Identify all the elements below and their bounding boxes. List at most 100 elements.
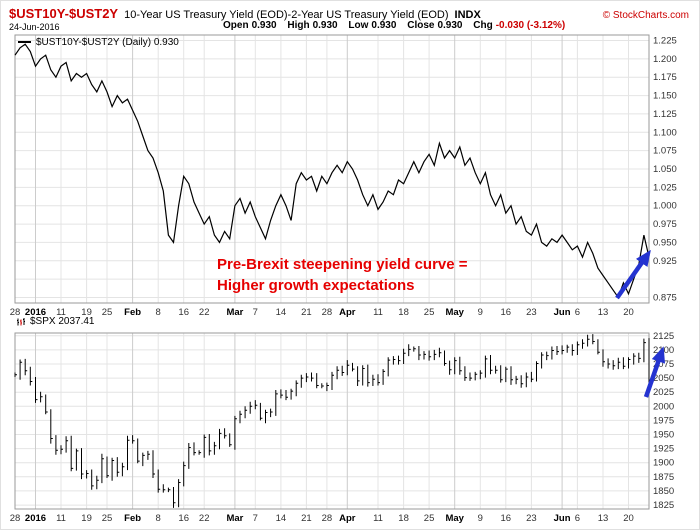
axis-labels: 28 2016 11 19 25 Feb 8 16 22 Mar 7 14 21 28 Apr 11 18 25 M… xyxy=(10,36,677,319)
x-axis-label: 2016 xyxy=(25,513,46,524)
x-axis-label: 23 xyxy=(526,513,537,524)
y-axis-label: 2075 xyxy=(653,359,674,370)
y-axis-label: 2000 xyxy=(653,401,674,412)
axis-labels: 28 2016 11 19 25 Feb 8 16 22 Mar 7 14 21 28 Apr 11 18 25 M… xyxy=(10,331,674,524)
x-axis-label: Mar xyxy=(226,513,243,524)
x-axis-label: 9 xyxy=(478,513,483,524)
x-axis-label: 18 xyxy=(398,307,409,318)
y-axis-label: 0.875 xyxy=(653,293,677,304)
plot-border xyxy=(14,332,650,510)
x-axis-label: 28 xyxy=(322,513,333,524)
chg-value: -0.030 (-3.12%) xyxy=(495,20,566,31)
annotation-text: Pre-Brexit steepening yield curve = High… xyxy=(217,254,468,296)
spread-legend-text: $UST10Y-$UST2Y (Daily) 0.930 xyxy=(36,37,179,48)
chg-label: Chg xyxy=(473,20,493,31)
open-label: Open xyxy=(223,20,249,31)
x-axis-label: 13 xyxy=(598,307,609,318)
x-axis-label: May xyxy=(445,513,464,524)
x-axis-label: 11 xyxy=(56,307,66,318)
x-axis-label: 8 xyxy=(156,513,161,524)
x-axis-label: 22 xyxy=(199,307,210,318)
x-axis-label: Jun xyxy=(554,513,571,524)
y-axis-label: 1850 xyxy=(653,486,674,497)
y-axis-label: 1825 xyxy=(653,500,674,511)
open-value: 0.930 xyxy=(251,20,277,31)
x-axis-label: Jun xyxy=(554,307,571,318)
quote-bar: Open 0.930 High 0.930 Low 0.930 Close 0.930 … xyxy=(223,20,573,31)
spread-legend: $UST10Y-$UST2Y (Daily) 0.930 xyxy=(18,37,179,48)
low-value: 0.930 xyxy=(371,20,397,31)
x-axis-label: 19 xyxy=(81,307,92,318)
spread-chart-svg: 28 2016 11 19 25 Feb 8 16 22 Mar 7 14 21 28 Apr 11 18 25 M… xyxy=(10,34,677,319)
x-axis-label: 16 xyxy=(501,307,512,318)
x-axis-label: 11 xyxy=(56,513,66,524)
y-axis-label: 1.000 xyxy=(653,201,677,212)
gridlines xyxy=(14,333,649,509)
y-axis-label: 0.950 xyxy=(653,237,677,248)
x-axis-label: 22 xyxy=(199,513,210,524)
y-axis-label: 1.175 xyxy=(653,72,677,83)
x-axis-label: 14 xyxy=(276,513,287,524)
y-axis-label: 1.225 xyxy=(653,36,677,47)
y-axis-label: 1.050 xyxy=(653,164,677,175)
y-axis-label: 1925 xyxy=(653,444,674,455)
x-axis-label: 21 xyxy=(301,307,312,318)
spx-bar-series xyxy=(14,334,651,508)
x-axis-label: 25 xyxy=(424,307,435,318)
y-axis-label: 1.200 xyxy=(653,54,677,65)
x-axis-label: 28 xyxy=(10,307,21,318)
x-axis-label: 19 xyxy=(81,513,92,524)
spx-chart-svg: 28 2016 11 19 25 Feb 8 16 22 Mar 7 14 21 28 Apr 11 18 25 M… xyxy=(10,331,674,524)
y-axis-label: 0.925 xyxy=(653,256,677,267)
y-axis-label: 1950 xyxy=(653,430,674,441)
x-axis-label: Mar xyxy=(226,307,243,318)
y-axis-label: 1.125 xyxy=(653,109,677,120)
y-axis-label: 1875 xyxy=(653,472,674,483)
line-swatch-icon xyxy=(18,41,31,44)
chart-header: $UST10Y-$UST2Y 10-Year US Treasury Yield… xyxy=(9,6,689,21)
x-axis-label: 21 xyxy=(301,513,312,524)
x-axis-label: 7 xyxy=(253,307,258,318)
x-axis-label: 2016 xyxy=(25,307,46,318)
exchange-label: INDX xyxy=(454,9,481,21)
x-axis-label: 20 xyxy=(623,513,634,524)
y-axis-label: 2100 xyxy=(653,345,674,356)
chart-title: 10-Year US Treasury Yield (EOD)-2-Year U… xyxy=(124,9,449,21)
x-axis-label: 6 xyxy=(575,513,580,524)
y-axis-label: 1900 xyxy=(653,458,674,469)
x-axis-label: 28 xyxy=(10,513,21,524)
x-axis-label: 6 xyxy=(575,307,580,318)
spx-legend: $SPX 2037.41 xyxy=(16,316,95,327)
x-axis-label: 25 xyxy=(102,307,113,318)
y-axis-label: 2050 xyxy=(653,373,674,384)
x-axis-label: 16 xyxy=(178,307,189,318)
low-label: Low xyxy=(348,20,369,31)
y-axis-label: 1.150 xyxy=(653,91,677,102)
close-value: 0.930 xyxy=(437,20,463,31)
x-axis-label: 20 xyxy=(623,307,634,318)
x-axis-label: 13 xyxy=(598,513,609,524)
x-axis-label: Apr xyxy=(339,307,356,318)
x-axis-label: 7 xyxy=(253,513,258,524)
high-label: High xyxy=(287,20,310,31)
y-axis-label: 0.975 xyxy=(653,219,677,230)
date-label: 24-Jun-2016 xyxy=(9,22,60,32)
gridlines xyxy=(14,35,649,303)
y-axis-label: 2125 xyxy=(653,331,674,342)
annotation-line-2: Higher growth expectations xyxy=(217,277,415,294)
x-axis-label: 11 xyxy=(373,307,383,318)
spread-line-series xyxy=(14,43,650,299)
bar-chart-icon xyxy=(17,317,25,325)
y-axis-label: 1.100 xyxy=(653,127,677,138)
copyright-notice: © StockCharts.com xyxy=(602,10,689,21)
y-axis-label: 2025 xyxy=(653,387,674,398)
x-axis-label: 9 xyxy=(478,307,483,318)
annotation-line-1: Pre-Brexit steepening yield curve = xyxy=(217,256,468,273)
x-axis-label: May xyxy=(445,307,464,318)
x-axis-label: 11 xyxy=(373,513,383,524)
y-axis-label: 1975 xyxy=(653,415,674,426)
x-axis-label: Apr xyxy=(339,513,356,524)
x-axis-label: 16 xyxy=(178,513,189,524)
x-axis-label: 14 xyxy=(276,307,287,318)
